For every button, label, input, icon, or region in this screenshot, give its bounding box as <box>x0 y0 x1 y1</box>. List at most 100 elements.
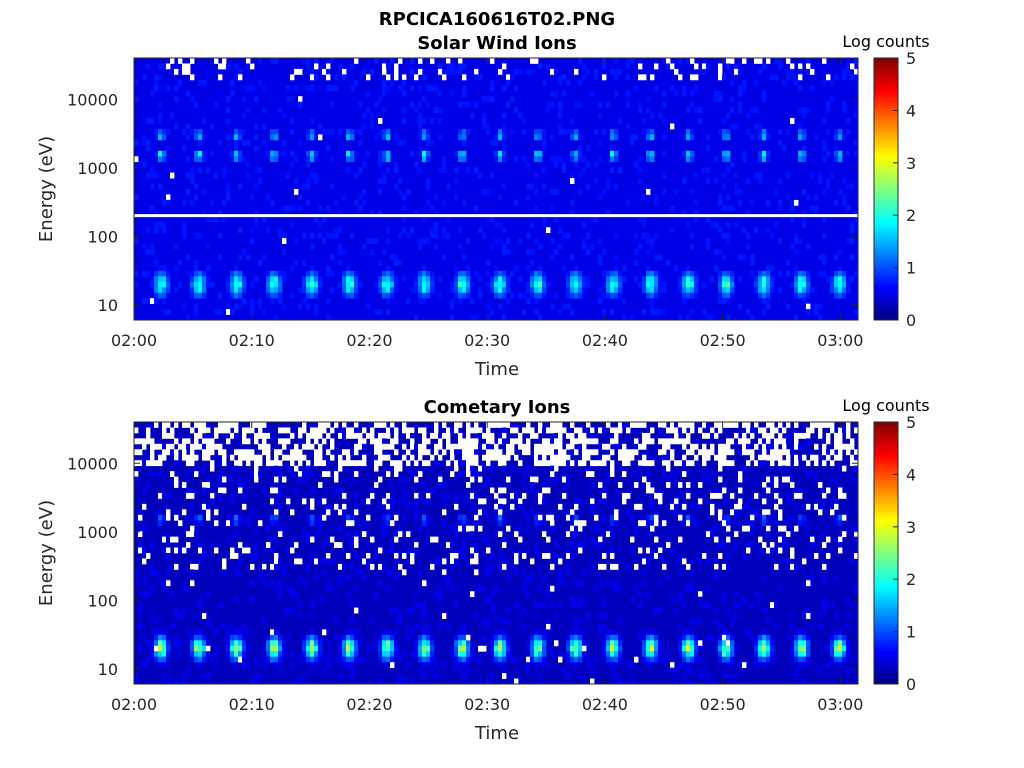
heatmap-cell <box>154 172 159 179</box>
heatmap-cell <box>614 443 619 450</box>
heatmap-cell <box>606 183 611 190</box>
colorbar-segment <box>874 479 898 483</box>
heatmap-cell <box>550 585 555 592</box>
heatmap-cell <box>298 602 303 608</box>
heatmap-cell <box>194 292 199 299</box>
heatmap-cell <box>814 134 819 141</box>
heatmap-cell <box>642 569 647 576</box>
heatmap-cell <box>518 503 523 510</box>
heatmap-cell <box>350 618 355 625</box>
heatmap-cell <box>442 520 447 527</box>
heatmap-cell <box>282 249 287 255</box>
heatmap-cell <box>310 243 315 250</box>
heatmap-cell <box>642 221 647 228</box>
heatmap-cell <box>490 553 495 559</box>
heatmap-cell <box>286 607 291 614</box>
heatmap-cell <box>342 563 347 570</box>
heatmap-cell <box>758 292 763 299</box>
heatmap-cell <box>234 156 239 163</box>
heatmap-cell <box>678 492 683 499</box>
heatmap-cell <box>842 199 847 206</box>
heatmap-cell <box>450 427 455 434</box>
heatmap-cell <box>450 314 455 321</box>
heatmap-cell <box>374 281 379 288</box>
heatmap-cell <box>538 634 543 641</box>
colorbar-segment <box>874 105 898 109</box>
heatmap-cell <box>718 443 723 450</box>
colorbar-tick-label: 5 <box>906 49 916 68</box>
heatmap-cell <box>730 640 735 647</box>
heatmap-cell <box>586 281 591 288</box>
colorbar-segment <box>874 63 898 67</box>
heatmap-cell <box>202 150 207 157</box>
heatmap-cell <box>326 503 331 510</box>
heatmap-cell <box>454 640 459 647</box>
heatmap-cell <box>162 298 167 305</box>
heatmap-cell <box>646 634 651 641</box>
heatmap-cell <box>542 427 547 434</box>
heatmap-cell <box>494 514 499 521</box>
heatmap-cell <box>542 553 547 559</box>
heatmap-cell <box>690 443 695 450</box>
heatmap-cell <box>498 651 503 658</box>
heatmap-cell <box>154 656 159 663</box>
heatmap-cell <box>690 156 695 163</box>
heatmap-cell <box>202 422 207 428</box>
heatmap-cell <box>494 509 499 516</box>
heatmap-cell <box>494 238 499 244</box>
heatmap-cell <box>678 276 683 283</box>
heatmap-cell <box>462 276 467 283</box>
heatmap-cell <box>406 189 411 195</box>
heatmap-cell <box>658 281 663 288</box>
heatmap-cell <box>738 520 743 527</box>
heatmap-cell <box>650 487 655 494</box>
heatmap-cell <box>798 443 803 450</box>
heatmap-cell <box>850 276 855 283</box>
heatmap-cell <box>722 645 727 652</box>
heatmap-cell <box>578 79 583 86</box>
heatmap-cell <box>222 558 227 565</box>
heatmap-cell <box>650 454 655 461</box>
heatmap-cell <box>350 270 355 277</box>
heatmap-cell <box>502 156 507 163</box>
heatmap-cell <box>306 438 311 445</box>
heatmap-cell <box>614 563 619 570</box>
heatmap-cell <box>166 651 171 658</box>
heatmap-cell <box>654 287 659 294</box>
heatmap-cell <box>374 134 379 141</box>
heatmap-cell <box>658 640 663 647</box>
heatmap-cell <box>422 270 427 277</box>
heatmap-cell <box>310 287 315 294</box>
heatmap-cell <box>586 276 591 283</box>
heatmap-cell <box>526 194 531 201</box>
heatmap-cell <box>394 68 399 75</box>
heatmap-cell <box>854 58 859 64</box>
heatmap-cell <box>254 476 259 483</box>
heatmap-cell <box>198 542 203 548</box>
heatmap-cell <box>334 487 339 494</box>
heatmap-cell <box>810 471 815 477</box>
heatmap-cell <box>218 476 223 483</box>
heatmap-cell <box>634 585 639 592</box>
heatmap-cell <box>622 471 627 477</box>
heatmap-cell <box>686 449 691 456</box>
heatmap-cell <box>650 438 655 445</box>
heatmap-cell <box>154 134 159 141</box>
heatmap-cell <box>770 232 775 239</box>
colorbar-segment <box>874 238 898 242</box>
heatmap-cell <box>530 276 535 283</box>
heatmap-cell <box>686 629 691 636</box>
heatmap-cell <box>786 492 791 499</box>
heatmap-cell <box>362 438 367 445</box>
heatmap-cell <box>506 74 511 81</box>
heatmap-cell <box>762 645 767 652</box>
heatmap-cell <box>502 249 507 255</box>
heatmap-cell <box>566 651 571 658</box>
heatmap-cell <box>638 591 643 598</box>
heatmap-cell <box>346 574 351 581</box>
heatmap-cell <box>542 276 547 283</box>
heatmap-cell <box>630 134 635 141</box>
heatmap-cell <box>242 298 247 305</box>
colorbar-segment <box>874 139 898 143</box>
heatmap-cell <box>538 514 543 521</box>
